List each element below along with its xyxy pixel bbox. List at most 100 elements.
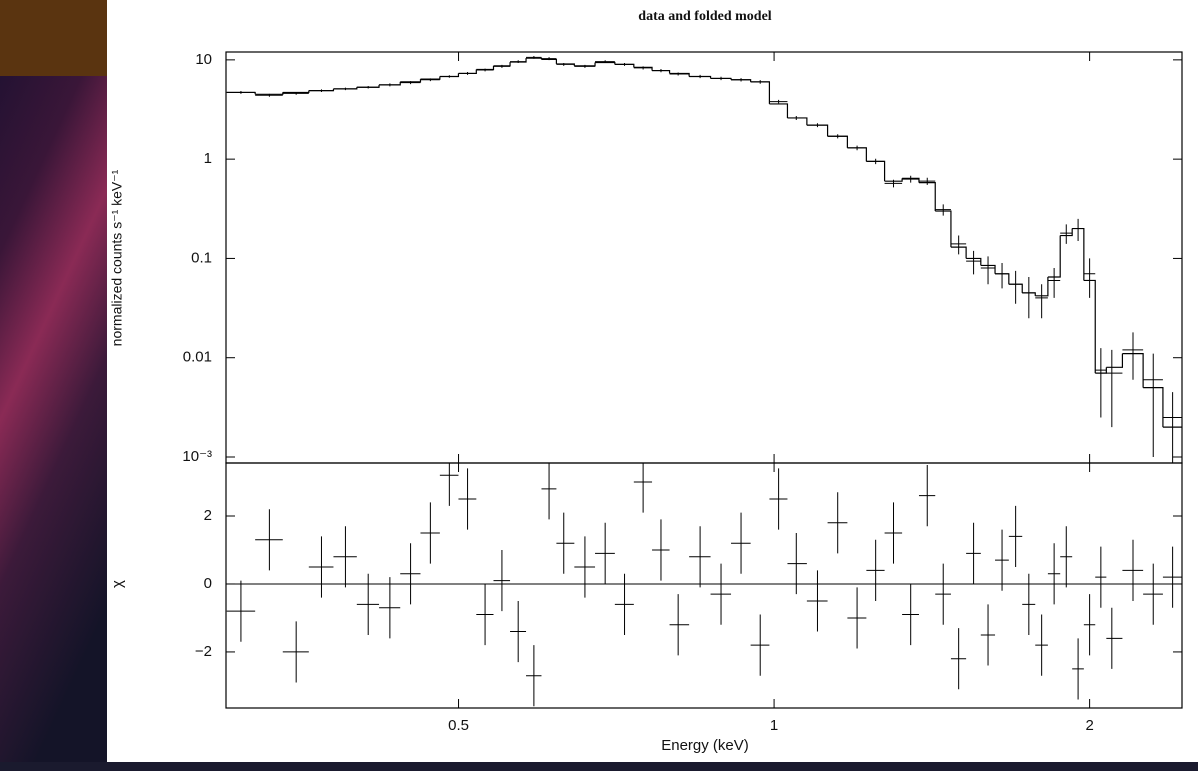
- data-point: [379, 577, 401, 639]
- data-point: [918, 465, 936, 527]
- data-point: [689, 526, 711, 588]
- data-point: [614, 573, 634, 635]
- data-point: [1122, 332, 1144, 380]
- model-step: [476, 65, 495, 71]
- model-step: [420, 76, 441, 80]
- model-step: [541, 58, 558, 64]
- data-point: [1047, 268, 1061, 298]
- data-point: [980, 604, 996, 666]
- model-step: [750, 81, 771, 104]
- data-point: [1060, 224, 1073, 244]
- y-tick-label: 10⁻³: [182, 448, 212, 465]
- model-step: [827, 135, 848, 148]
- model-step: [1143, 386, 1164, 428]
- data-point: [356, 573, 380, 635]
- data-point: [995, 529, 1009, 591]
- data-point: [282, 621, 309, 683]
- model-step: [769, 103, 789, 118]
- spectrum-panel: [226, 55, 1182, 463]
- model-step: [574, 62, 596, 67]
- data-point: [1072, 638, 1084, 700]
- model-step: [526, 57, 543, 60]
- model-step: [995, 273, 1010, 285]
- model-step: [226, 91, 256, 95]
- model-step: [689, 75, 712, 79]
- model-step: [918, 182, 936, 212]
- bottom-strip: [0, 762, 1198, 771]
- model-step: [731, 79, 752, 82]
- data-point: [669, 594, 690, 656]
- y-tick-label: 1: [204, 150, 212, 167]
- data-point: [1035, 284, 1048, 319]
- data-point: [1022, 277, 1036, 319]
- model-step: [614, 63, 635, 68]
- data-point: [950, 235, 967, 255]
- model-step: [787, 117, 808, 126]
- data-point: [1072, 218, 1084, 241]
- data-point: [255, 509, 283, 571]
- data-point: [1143, 353, 1163, 457]
- model-step: [1122, 353, 1144, 388]
- model-step: [1047, 235, 1061, 278]
- data-point: [420, 502, 440, 564]
- model-step: [1083, 279, 1096, 374]
- x-tick-label: 2: [1085, 717, 1093, 734]
- data-point: [847, 587, 867, 649]
- x-tick-label: 1: [770, 717, 778, 734]
- model-step: [847, 147, 867, 162]
- data-point: [1047, 543, 1061, 605]
- plot-frame: [225, 462, 1183, 709]
- data-point: [526, 645, 542, 707]
- data-point: [1143, 563, 1163, 625]
- model-step: [1035, 277, 1049, 297]
- data-point: [458, 468, 477, 530]
- data-point: [1022, 573, 1036, 635]
- data-point: [1106, 607, 1123, 669]
- model-step: [1008, 283, 1023, 293]
- nebula-image: [0, 0, 107, 771]
- model-step: [1060, 228, 1073, 237]
- model-step: [884, 178, 903, 182]
- model-step: [652, 69, 671, 74]
- data-point: [595, 522, 615, 584]
- model-step: [379, 81, 401, 86]
- data-point: [439, 463, 459, 506]
- model-step: [1072, 227, 1085, 281]
- data-point: [769, 468, 788, 530]
- data-point: [827, 492, 848, 554]
- data-point: [510, 600, 527, 663]
- data-point: [1106, 349, 1123, 428]
- data-point: [866, 539, 885, 601]
- plot-frame: [225, 51, 1183, 464]
- y-tick-label: 0.01: [183, 349, 212, 366]
- model-step: [980, 264, 996, 274]
- y-tick-label: 2: [204, 507, 212, 524]
- model-step: [866, 160, 886, 182]
- data-point: [750, 614, 770, 676]
- data-point: [333, 526, 357, 588]
- data-point: [710, 563, 732, 625]
- x-axis-label: Energy (keV): [661, 737, 749, 754]
- data-point: [1083, 258, 1096, 298]
- data-point: [1095, 348, 1107, 418]
- model-step: [556, 63, 575, 66]
- model-step: [935, 210, 952, 248]
- y-tick-label: 0.1: [191, 249, 212, 266]
- data-point: [652, 519, 670, 581]
- model-step: [308, 88, 335, 92]
- data-point: [918, 177, 936, 185]
- data-point: [980, 256, 996, 285]
- data-point: [1008, 505, 1023, 567]
- data-point: [633, 463, 653, 513]
- data-point: [476, 583, 494, 646]
- data-point: [1008, 270, 1023, 304]
- model-step: [493, 62, 511, 67]
- data-point: [1095, 546, 1107, 608]
- data-point: [806, 570, 828, 632]
- y-tick-label: 0: [204, 575, 212, 592]
- model-step: [400, 79, 422, 83]
- data-point: [556, 512, 575, 574]
- data-point: [226, 580, 256, 642]
- model-step: [458, 69, 477, 75]
- model-step: [633, 66, 653, 71]
